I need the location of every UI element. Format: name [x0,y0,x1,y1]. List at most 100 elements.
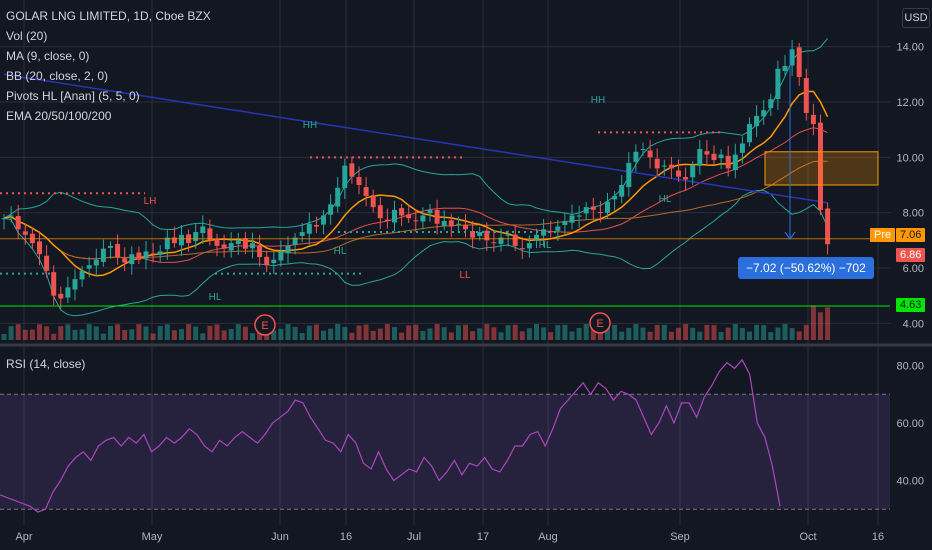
indicator-legend[interactable]: GOLAR LNG LIMITED, 1D, Cboe BZX Vol (20)… [6,6,211,126]
measure-arrow [784,231,796,240]
candle-body [803,78,809,114]
candle-body [406,214,412,219]
legend-ma[interactable]: MA (9, close, 0) [6,49,90,63]
candle-body [448,220,454,227]
volume-bar [349,332,355,340]
volume-bar [115,324,121,340]
volume-bar [704,324,710,340]
candle-body [676,170,681,177]
candle-body [285,245,291,254]
candle-body [505,234,511,236]
volume-bar [668,331,674,340]
candle-body [179,234,184,246]
pre-price-tag: 7.06 [896,228,926,242]
legend-ema[interactable]: EMA 20/50/100/200 [6,109,112,123]
rsi-line [0,358,781,513]
volume-bar [825,307,831,340]
volume-bar [122,330,128,340]
candle-body [200,226,206,234]
bb-upper [3,38,828,230]
volume-bar [534,324,539,340]
candle-body [100,248,106,262]
time-tick-label: Apr [15,531,32,543]
pivot-label: HL [209,292,222,303]
candle-body [193,232,199,242]
volume-bar [491,327,497,340]
candle-body [761,110,767,117]
candle-body [392,209,397,223]
time-axis[interactable]: Apr May Jun 16 Jul 17 Aug Sep Oct 16 [15,531,884,543]
candle-body [441,220,447,226]
volume-bar [519,331,525,340]
volume-bar [406,325,412,340]
pivot-label: HL [659,194,672,205]
volume-bar [93,326,99,340]
price-axis[interactable]: 4.00 6.00 8.00 10.00 12.00 14.00 [896,42,924,331]
candle-body [633,151,639,162]
volume-bar [79,329,85,340]
candle-body [477,232,483,236]
time-tick-label: 16 [340,531,352,543]
candle-body [235,240,241,245]
candle-body [72,279,78,290]
volume-bar [399,332,405,340]
volume-bar [200,333,206,340]
volume-bar [384,324,390,340]
legend-vol[interactable]: Vol (20) [6,29,48,43]
volume-bar [441,327,447,340]
volume-bar [747,331,752,340]
candle-body [271,259,277,264]
candle-body [115,243,121,257]
pivot-label: HH [303,120,317,131]
rsi-legend[interactable]: RSI (14, close) [6,354,85,374]
candle-body [583,207,589,214]
candle-body [512,234,518,246]
level-price-tag: 4.63 [896,298,926,312]
volume-bar [477,328,483,340]
candle-body [654,158,660,169]
volume-bar [313,324,319,340]
bollinger-bands [3,38,829,317]
earnings-label: E [596,318,603,330]
candle-body [356,177,362,185]
volume-bar [775,327,781,340]
volume-bar [242,326,248,340]
candle-body [363,187,369,197]
pre-label-tag: Pre [870,228,896,242]
volume-bar [100,333,106,340]
volume-bar [392,327,397,340]
rsi-title[interactable]: RSI (14, close) [6,357,86,371]
volume-bar [569,331,575,340]
annotations: E E HH LH HL HL HH HL LL HL [0,49,890,336]
candle-body [470,231,476,238]
candle-body [434,209,440,224]
legend-bb[interactable]: BB (20, close, 2, 0) [6,69,109,83]
candle-body [683,177,689,180]
candle-body [612,196,618,200]
candle-body [718,154,724,159]
candle-body [775,68,781,100]
candle-body [335,187,341,207]
candle-body [157,251,163,255]
symbol-title[interactable]: GOLAR LNG LIMITED, 1D, Cboe BZX [6,9,211,23]
candle-body [313,224,319,227]
candle-body [519,248,525,250]
volume-bar [65,324,71,340]
pivot-label: LL [459,270,471,281]
time-tick-label: 16 [872,531,884,543]
legend-pivots[interactable]: Pivots HL [Anan] (5, 5, 0) [6,89,140,103]
volume-bar [761,325,767,340]
volume-bar [789,328,795,340]
candle-body [626,162,632,188]
volume-bar [725,327,731,340]
volume-bar [463,324,468,340]
volume-bar [626,327,632,340]
volume-bar [356,325,362,340]
time-tick-label: Jul [407,531,421,543]
candle-body [129,254,135,265]
currency-button[interactable]: USD [902,8,930,28]
volume-bar [72,329,78,340]
volume-bar [129,329,135,340]
candle-body [619,185,625,197]
